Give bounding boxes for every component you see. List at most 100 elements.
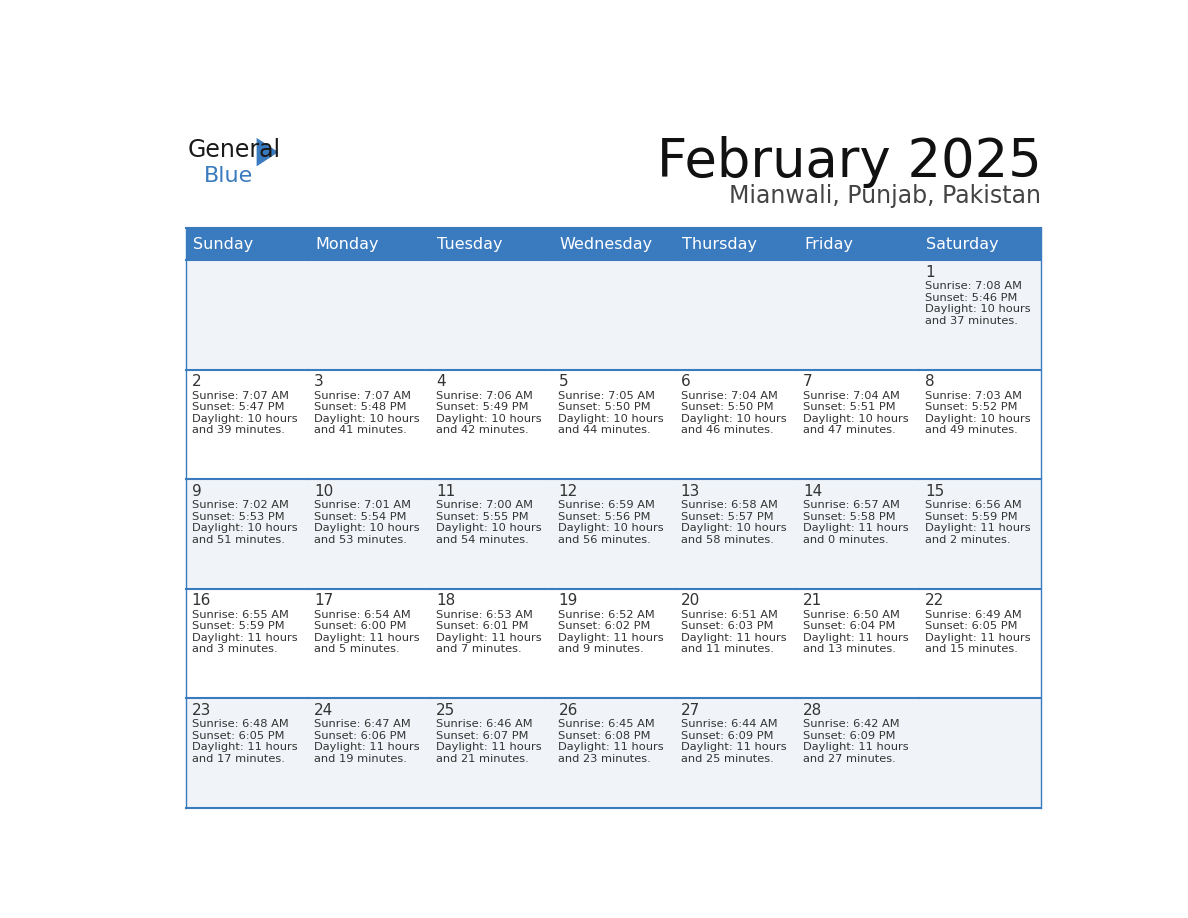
Text: and 54 minutes.: and 54 minutes. <box>436 534 529 544</box>
Text: and 51 minutes.: and 51 minutes. <box>191 534 285 544</box>
Bar <box>185 370 308 479</box>
Text: Sunrise: 6:51 AM: Sunrise: 6:51 AM <box>681 610 778 620</box>
Text: Sunset: 5:55 PM: Sunset: 5:55 PM <box>436 512 529 521</box>
Text: and 49 minutes.: and 49 minutes. <box>925 425 1018 435</box>
Text: Sunrise: 7:02 AM: Sunrise: 7:02 AM <box>191 500 289 510</box>
Bar <box>308 261 430 370</box>
Text: Sunrise: 7:07 AM: Sunrise: 7:07 AM <box>314 391 411 401</box>
Text: Sunrise: 7:00 AM: Sunrise: 7:00 AM <box>436 500 533 510</box>
Text: 15: 15 <box>925 484 944 498</box>
Text: 7: 7 <box>803 375 813 389</box>
Bar <box>920 261 1042 370</box>
Text: and 11 minutes.: and 11 minutes. <box>681 644 773 655</box>
Text: Sunrise: 6:44 AM: Sunrise: 6:44 AM <box>681 720 777 730</box>
Text: Sunrise: 7:08 AM: Sunrise: 7:08 AM <box>925 282 1022 292</box>
Text: 4: 4 <box>436 375 446 389</box>
Text: and 41 minutes.: and 41 minutes. <box>314 425 406 435</box>
Text: and 21 minutes.: and 21 minutes. <box>436 754 529 764</box>
Text: Daylight: 11 hours: Daylight: 11 hours <box>558 633 664 643</box>
Text: and 42 minutes.: and 42 minutes. <box>436 425 529 435</box>
Text: Sunset: 6:09 PM: Sunset: 6:09 PM <box>803 731 896 741</box>
Text: Daylight: 11 hours: Daylight: 11 hours <box>803 633 909 643</box>
Text: Daylight: 10 hours: Daylight: 10 hours <box>191 523 297 533</box>
Bar <box>675 699 797 808</box>
Text: Wednesday: Wednesday <box>560 237 653 252</box>
Text: 1: 1 <box>925 265 935 280</box>
Text: and 37 minutes.: and 37 minutes. <box>925 316 1018 326</box>
Bar <box>185 261 308 370</box>
Bar <box>797 228 920 261</box>
Text: Tuesday: Tuesday <box>437 237 503 252</box>
Bar <box>308 479 430 588</box>
Text: Daylight: 10 hours: Daylight: 10 hours <box>436 414 542 424</box>
Text: Daylight: 11 hours: Daylight: 11 hours <box>314 633 419 643</box>
Text: 6: 6 <box>681 375 690 389</box>
Text: and 27 minutes.: and 27 minutes. <box>803 754 896 764</box>
Bar <box>552 588 675 699</box>
Text: 9: 9 <box>191 484 202 498</box>
Text: 14: 14 <box>803 484 822 498</box>
Text: Sunset: 6:04 PM: Sunset: 6:04 PM <box>803 621 896 632</box>
Text: Daylight: 11 hours: Daylight: 11 hours <box>191 633 297 643</box>
Bar <box>308 228 430 261</box>
Bar <box>797 699 920 808</box>
Bar <box>308 699 430 808</box>
Text: General: General <box>188 138 280 162</box>
Text: Sunset: 5:57 PM: Sunset: 5:57 PM <box>681 512 773 521</box>
Text: Daylight: 10 hours: Daylight: 10 hours <box>681 414 786 424</box>
Text: 11: 11 <box>436 484 455 498</box>
Bar <box>920 479 1042 588</box>
Text: 10: 10 <box>314 484 334 498</box>
Text: 16: 16 <box>191 593 211 609</box>
Bar <box>797 479 920 588</box>
Text: Daylight: 10 hours: Daylight: 10 hours <box>681 523 786 533</box>
Text: Daylight: 10 hours: Daylight: 10 hours <box>803 414 909 424</box>
Text: Sunrise: 6:58 AM: Sunrise: 6:58 AM <box>681 500 778 510</box>
Text: and 7 minutes.: and 7 minutes. <box>436 644 522 655</box>
Text: Sunset: 5:59 PM: Sunset: 5:59 PM <box>925 512 1018 521</box>
Text: Sunset: 6:01 PM: Sunset: 6:01 PM <box>436 621 529 632</box>
Text: Sunrise: 7:04 AM: Sunrise: 7:04 AM <box>803 391 899 401</box>
Text: Sunset: 5:53 PM: Sunset: 5:53 PM <box>191 512 284 521</box>
Bar <box>430 228 552 261</box>
Text: Daylight: 11 hours: Daylight: 11 hours <box>681 743 786 752</box>
Text: 8: 8 <box>925 375 935 389</box>
Text: and 13 minutes.: and 13 minutes. <box>803 644 896 655</box>
Text: 22: 22 <box>925 593 944 609</box>
Text: Sunset: 5:58 PM: Sunset: 5:58 PM <box>803 512 896 521</box>
Text: Daylight: 11 hours: Daylight: 11 hours <box>436 743 542 752</box>
Bar <box>185 699 308 808</box>
Text: and 47 minutes.: and 47 minutes. <box>803 425 896 435</box>
Bar <box>552 479 675 588</box>
Text: Daylight: 10 hours: Daylight: 10 hours <box>925 414 1031 424</box>
Text: Sunrise: 6:50 AM: Sunrise: 6:50 AM <box>803 610 899 620</box>
Text: 19: 19 <box>558 593 577 609</box>
Text: Daylight: 11 hours: Daylight: 11 hours <box>191 743 297 752</box>
Text: and 53 minutes.: and 53 minutes. <box>314 534 407 544</box>
Text: Sunset: 5:54 PM: Sunset: 5:54 PM <box>314 512 406 521</box>
Text: Sunset: 6:08 PM: Sunset: 6:08 PM <box>558 731 651 741</box>
Bar <box>675 479 797 588</box>
Text: and 0 minutes.: and 0 minutes. <box>803 534 889 544</box>
Text: 25: 25 <box>436 703 455 718</box>
Text: Sunset: 5:59 PM: Sunset: 5:59 PM <box>191 621 284 632</box>
Text: and 25 minutes.: and 25 minutes. <box>681 754 773 764</box>
Bar <box>430 699 552 808</box>
Polygon shape <box>257 138 278 166</box>
Text: and 2 minutes.: and 2 minutes. <box>925 534 1011 544</box>
Text: Sunrise: 6:57 AM: Sunrise: 6:57 AM <box>803 500 899 510</box>
Text: Sunrise: 6:54 AM: Sunrise: 6:54 AM <box>314 610 411 620</box>
Text: Mianwali, Punjab, Pakistan: Mianwali, Punjab, Pakistan <box>729 185 1042 208</box>
Text: Sunrise: 6:46 AM: Sunrise: 6:46 AM <box>436 720 533 730</box>
Text: Daylight: 11 hours: Daylight: 11 hours <box>925 633 1031 643</box>
Text: and 46 minutes.: and 46 minutes. <box>681 425 773 435</box>
Text: 20: 20 <box>681 593 700 609</box>
Bar <box>308 370 430 479</box>
Bar <box>430 479 552 588</box>
Text: Sunset: 6:07 PM: Sunset: 6:07 PM <box>436 731 529 741</box>
Text: Daylight: 10 hours: Daylight: 10 hours <box>558 523 664 533</box>
Text: 26: 26 <box>558 703 577 718</box>
Text: Daylight: 11 hours: Daylight: 11 hours <box>803 743 909 752</box>
Bar <box>185 588 308 699</box>
Text: Sunset: 6:03 PM: Sunset: 6:03 PM <box>681 621 773 632</box>
